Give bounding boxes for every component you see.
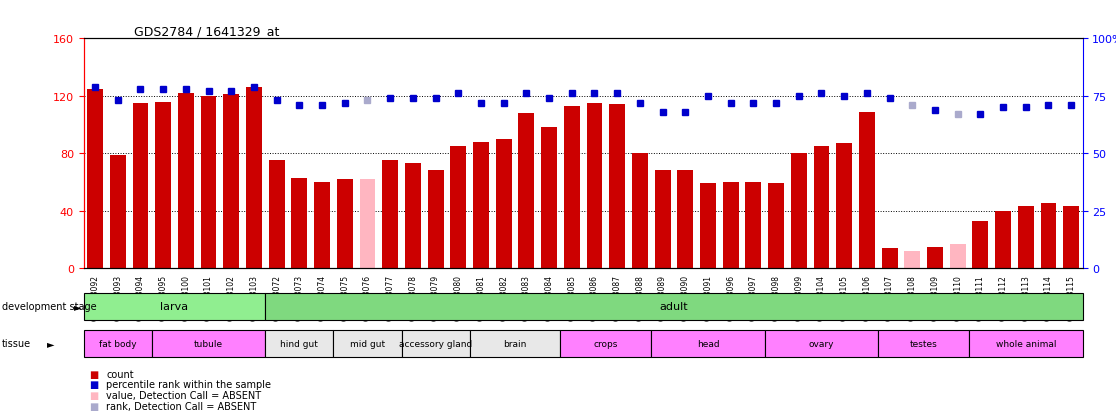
Bar [359,180,375,268]
Bar [109,155,126,268]
Bar [84,330,152,357]
Text: development stage: development stage [2,301,97,311]
Bar [177,94,194,268]
Bar [266,293,1083,320]
Bar [382,161,398,268]
Text: count: count [106,369,134,379]
Bar [791,154,807,268]
Text: ►: ► [47,339,55,349]
Bar [405,164,421,268]
Bar [451,147,466,268]
Text: tubule: tubule [194,339,223,348]
Bar [334,330,402,357]
Text: head: head [696,339,720,348]
Bar [201,97,217,268]
Bar [700,184,715,268]
Bar [677,171,693,268]
Bar [314,183,330,268]
Text: ■: ■ [89,401,98,411]
Bar [291,178,307,268]
Text: ►: ► [74,301,81,311]
Bar [882,248,897,268]
Bar [632,154,647,268]
Bar [155,102,171,268]
Bar [337,180,353,268]
Bar [473,142,489,268]
Text: ■: ■ [89,390,98,400]
Bar [878,330,969,357]
Bar [764,330,878,357]
Text: adult: adult [660,301,689,312]
Bar [969,330,1083,357]
Bar [609,105,625,268]
Bar [427,171,443,268]
Bar [84,293,266,320]
Text: accessory gland: accessory gland [398,339,472,348]
Text: tissue: tissue [2,339,31,349]
Bar [560,330,652,357]
Bar [269,161,285,268]
Text: mid gut: mid gut [350,339,385,348]
Bar [655,171,671,268]
Text: brain: brain [503,339,527,348]
Text: ■: ■ [89,380,98,389]
Bar [1040,204,1057,268]
Bar [745,183,761,268]
Bar [836,144,853,268]
Bar [587,104,603,268]
Text: ■: ■ [89,369,98,379]
Bar [1018,207,1033,268]
Bar [768,184,785,268]
Text: crops: crops [594,339,618,348]
Text: testes: testes [910,339,937,348]
Bar [972,221,989,268]
Bar [995,211,1011,268]
Text: larva: larva [161,301,189,312]
Text: rank, Detection Call = ABSENT: rank, Detection Call = ABSENT [106,401,257,411]
Bar [87,89,103,268]
Bar [927,247,943,268]
Bar [402,330,470,357]
Bar [859,112,875,268]
Text: ovary: ovary [809,339,835,348]
Bar [152,330,266,357]
Text: percentile rank within the sample: percentile rank within the sample [106,380,271,389]
Text: value, Detection Call = ABSENT: value, Detection Call = ABSENT [106,390,261,400]
Bar [814,147,829,268]
Bar [266,330,334,357]
Bar [564,107,579,268]
Bar [133,104,148,268]
Bar [904,251,921,268]
Text: whole animal: whole animal [995,339,1056,348]
Text: GDS2784 / 1641329_at: GDS2784 / 1641329_at [134,25,279,38]
Bar [950,244,965,268]
Bar [519,114,535,268]
Bar [1064,207,1079,268]
Bar [652,330,764,357]
Bar [541,128,557,268]
Bar [723,183,739,268]
Bar [470,330,560,357]
Bar [246,88,262,268]
Text: fat body: fat body [99,339,136,348]
Bar [223,95,239,268]
Text: hind gut: hind gut [280,339,318,348]
Bar [496,140,511,268]
